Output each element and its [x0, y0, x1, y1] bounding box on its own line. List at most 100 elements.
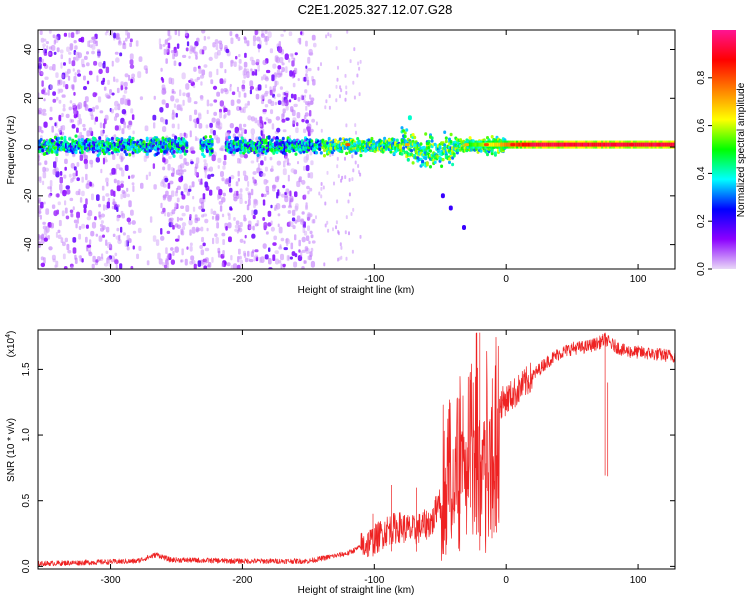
band-cell [172, 150, 176, 154]
noise-cell [317, 66, 320, 71]
noise-cell [88, 250, 92, 255]
band-cell [343, 145, 347, 150]
noise-cell [336, 199, 339, 204]
noise-cell [354, 123, 357, 128]
noise-cell [300, 31, 303, 35]
noise-cell [247, 198, 251, 206]
noise-cell [239, 188, 243, 193]
noise-cell [238, 53, 241, 58]
noise-cell [271, 123, 275, 130]
band-cell [172, 154, 176, 158]
band-core-cell [563, 142, 567, 147]
noise-cell [274, 250, 279, 254]
noise-cell [171, 133, 175, 138]
band-cell [389, 150, 393, 154]
noise-cell [194, 40, 199, 47]
noise-cell [114, 51, 119, 55]
noise-cell [123, 122, 126, 129]
noise-cell [160, 202, 163, 209]
noise-cell [229, 187, 233, 193]
noise-cell [238, 255, 242, 260]
noise-cell [195, 55, 198, 60]
noise-cell [205, 257, 209, 264]
noise-cell [100, 213, 106, 218]
band-cell [430, 136, 434, 140]
noise-cell [209, 189, 213, 196]
band-core-cell [620, 142, 624, 147]
noise-cell [251, 116, 255, 122]
noise-cell [212, 210, 217, 216]
noise-cell [111, 167, 116, 175]
noise-cell [59, 171, 63, 176]
noise-cell [252, 171, 257, 175]
noise-cell [270, 204, 273, 209]
noise-cell [38, 109, 41, 115]
noise-cell [69, 197, 74, 202]
noise-cell [170, 247, 174, 251]
noise-cell [285, 117, 290, 121]
band-peak-cell [404, 143, 410, 147]
noise-cell [203, 162, 208, 169]
noise-cell [119, 52, 123, 57]
noise-cell [266, 191, 270, 195]
noise-cell [217, 250, 221, 258]
noise-cell [137, 71, 142, 79]
band-cell [120, 137, 124, 141]
noise-cell [288, 99, 292, 103]
noise-cell [264, 156, 267, 161]
noise-cell [351, 177, 354, 182]
noise-cell [158, 38, 161, 45]
noise-cell [42, 46, 45, 54]
noise-cell [194, 109, 198, 116]
noise-cell [87, 212, 90, 216]
noise-cell [276, 127, 281, 133]
noise-cell [181, 72, 186, 80]
noise-cell [75, 170, 78, 177]
noise-cell [347, 199, 350, 204]
noise-cell [59, 183, 63, 191]
noise-cell [355, 130, 357, 135]
noise-cell [171, 88, 175, 94]
noise-cell [282, 129, 287, 133]
noise-cell [356, 73, 359, 78]
band-core-cell [533, 142, 537, 147]
noise-cell [42, 171, 47, 179]
band-core-cell [587, 142, 590, 147]
band-core-cell [577, 142, 580, 147]
noise-cell [209, 103, 214, 107]
noise-cell [254, 249, 259, 253]
noise-cell [88, 108, 93, 112]
band-cell [345, 138, 349, 142]
noise-cell [337, 229, 340, 234]
noise-cell [155, 239, 160, 246]
band-peak-cell [345, 143, 351, 147]
noise-cell [114, 259, 119, 265]
noise-cell [294, 205, 298, 212]
noise-cell [128, 175, 131, 180]
noise-cell [66, 243, 70, 251]
noise-cell [235, 181, 239, 187]
noise-cell [265, 40, 268, 46]
noise-cell [297, 37, 301, 44]
noise-cell [279, 86, 283, 90]
noise-cell [197, 260, 202, 268]
noise-cell [42, 221, 46, 225]
noise-cell [276, 69, 281, 75]
noise-cell [80, 36, 85, 43]
band-cell [490, 135, 494, 139]
band-cell [63, 135, 67, 140]
noise-cell [121, 189, 126, 195]
noise-cell [58, 99, 62, 104]
noise-cell [283, 160, 286, 168]
noise-cell [190, 161, 194, 165]
noise-cell [136, 253, 140, 260]
noise-cell [78, 255, 82, 259]
noise-cell [38, 210, 42, 214]
noise-cell [113, 76, 116, 82]
noise-cell [115, 32, 120, 40]
noise-cell [348, 231, 350, 236]
noise-cell [221, 232, 226, 237]
spectrogram-ylabel: Frequency (Hz) [6, 116, 17, 185]
band-cell [283, 151, 287, 156]
